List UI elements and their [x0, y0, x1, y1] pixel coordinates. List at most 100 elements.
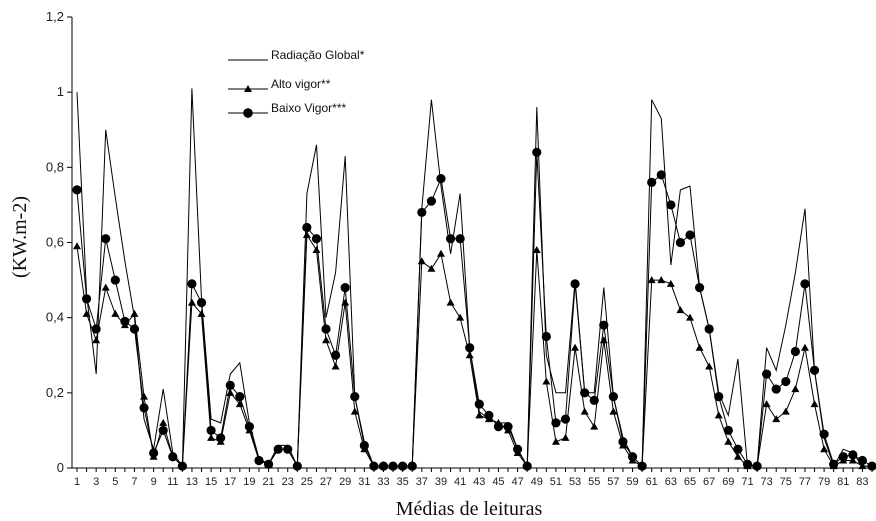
circle-marker: [196, 298, 207, 308]
x-tick-label: 37: [416, 476, 428, 488]
circle-marker: [263, 459, 274, 469]
circle-marker: [781, 376, 791, 387]
x-tick-label: 23: [282, 476, 294, 488]
circle-marker: [618, 437, 628, 447]
circle-marker: [589, 395, 599, 405]
triangle-marker: [532, 246, 541, 254]
circle-marker: [168, 452, 178, 462]
y-tick-label: 0,4: [46, 310, 64, 325]
triangle-marker: [331, 362, 340, 370]
triangle-marker: [207, 433, 216, 441]
triangle-marker: [781, 407, 790, 415]
circle-marker: [608, 391, 618, 402]
x-tick-label: 11: [167, 476, 178, 488]
circle-marker: [455, 234, 465, 244]
triangle-marker: [111, 309, 120, 317]
triangle-marker: [82, 309, 91, 317]
y-tick-label: 0,8: [46, 159, 64, 174]
circle-marker: [819, 429, 829, 439]
x-tick-label: 67: [703, 476, 715, 488]
x-tick-label: 83: [856, 476, 868, 488]
triangle-marker: [446, 298, 455, 306]
triangle-marker: [197, 309, 206, 317]
circle-marker: [838, 452, 848, 462]
circle-marker: [522, 461, 532, 471]
series-line: [76, 233, 872, 468]
circle-marker: [723, 425, 733, 436]
circle-marker: [580, 388, 590, 398]
circle-marker: [292, 461, 302, 471]
triangle-marker: [686, 313, 695, 321]
triangle-marker: [676, 306, 685, 314]
y-tick-label: 0,6: [46, 235, 64, 250]
circle-marker: [599, 320, 609, 330]
triangle-marker: [417, 257, 426, 265]
x-tick-label: 31: [358, 476, 370, 488]
circle-marker: [551, 418, 561, 428]
triangle-marker: [322, 336, 331, 344]
circle-marker: [627, 452, 638, 462]
circle-marker: [340, 283, 350, 293]
triangle-marker: [820, 445, 829, 453]
legend-item-1: Radiação Global*: [228, 48, 365, 62]
circle-marker: [675, 237, 686, 248]
circle-marker: [513, 444, 523, 454]
legend-triangle-marker: [244, 85, 252, 92]
x-tick-label: 75: [780, 476, 792, 488]
circle-marker: [139, 403, 149, 413]
circle-marker: [350, 391, 360, 402]
triangle-marker: [92, 336, 101, 344]
triangle-marker: [590, 422, 599, 430]
circle-marker: [388, 461, 398, 471]
x-tick-label: 5: [112, 476, 118, 488]
triangle-marker: [542, 377, 551, 385]
circle-marker: [733, 444, 743, 454]
x-tick-label: 77: [799, 476, 811, 488]
legend-item-2: Alto vigor**: [228, 77, 331, 92]
x-tick-label: 27: [320, 476, 332, 488]
triangle-marker: [666, 279, 675, 287]
triangle-marker: [705, 362, 714, 370]
x-tick-label: 21: [262, 476, 274, 488]
circle-marker: [369, 461, 379, 471]
circle-marker: [407, 461, 417, 471]
triangle-marker: [791, 385, 800, 393]
circle-marker: [378, 461, 389, 471]
triangle-marker: [436, 249, 445, 257]
axes: 00,20,40,60,811,21 3 5 7 9 11 13 15 17 19 21 23 25 27…: [46, 9, 876, 488]
x-tick-label: 69: [722, 476, 734, 488]
triangle-marker: [187, 298, 196, 306]
triangle-marker: [714, 411, 723, 419]
x-tick-label: 1: [74, 476, 80, 488]
circle-marker: [101, 234, 111, 244]
triangle-marker: [427, 264, 436, 272]
circle-marker: [493, 422, 504, 432]
triangle-marker: [762, 400, 771, 408]
circle-marker: [503, 422, 513, 432]
circle-marker: [656, 170, 666, 180]
x-tick-label: 65: [684, 476, 696, 488]
x-tick-label: 43: [473, 476, 485, 488]
x-tick-label: 25: [301, 476, 313, 488]
circle-marker: [331, 350, 341, 360]
triangle-marker: [733, 452, 742, 460]
circle-marker: [560, 414, 571, 424]
legend-item-3: Baixo Vigor***: [228, 101, 346, 118]
circle-marker: [110, 275, 120, 285]
circle-marker: [666, 200, 676, 210]
triangle-marker: [848, 456, 857, 464]
triangle-marker: [159, 418, 168, 426]
x-tick-label: 55: [588, 476, 600, 488]
circle-marker: [436, 174, 446, 184]
triangle-marker: [571, 343, 580, 351]
series-layer: [72, 88, 876, 471]
series-2: [73, 230, 876, 470]
x-tick-label: 73: [761, 476, 773, 488]
triangle-marker: [810, 400, 819, 408]
x-tick-label: 39: [435, 476, 447, 488]
circle-marker: [829, 459, 839, 469]
circle-marker: [149, 448, 159, 458]
circle-marker: [532, 147, 542, 157]
circle-marker: [321, 324, 331, 334]
triangle-marker: [599, 336, 608, 344]
